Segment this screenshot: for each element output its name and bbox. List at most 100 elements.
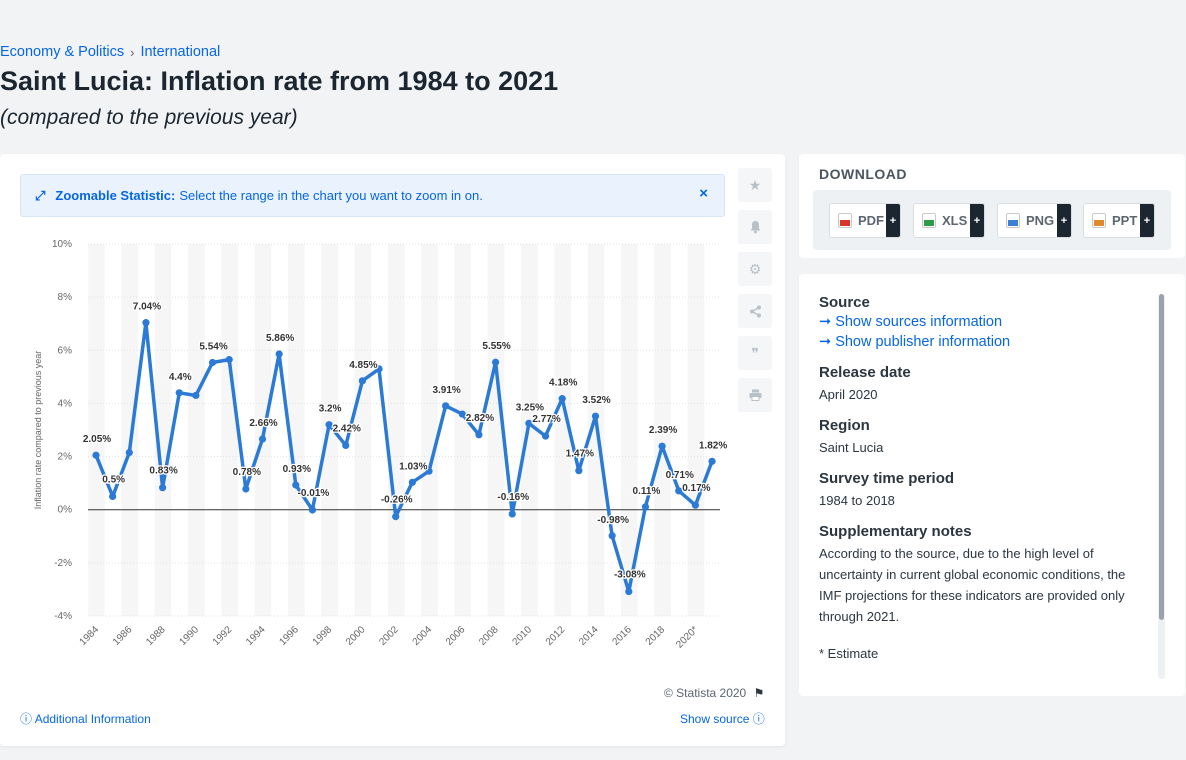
- source-heading: Source: [819, 294, 870, 311]
- data-point: [125, 448, 133, 457]
- data-label: 0.11%: [633, 486, 661, 497]
- zoom-banner: ⤢ Zoomable Statistic: Select the range i…: [20, 174, 725, 217]
- quote-icon[interactable]: ❞: [738, 336, 772, 370]
- breadcrumb-economy[interactable]: Economy & Politics: [0, 44, 125, 60]
- info-icon: ⓘ: [20, 712, 33, 726]
- data-label: 0.78%: [233, 467, 261, 478]
- grid-band: [487, 244, 505, 616]
- additional-information-link[interactable]: ⓘ Additional Information: [20, 710, 151, 727]
- close-icon[interactable]: ×: [699, 185, 708, 202]
- show-source-link[interactable]: Show source ⓘ: [680, 710, 765, 727]
- data-point: [708, 457, 716, 465]
- data-label: 1.03%: [399, 461, 427, 472]
- x-tick-label: 2010: [511, 624, 535, 648]
- supplementary-notes-value: According to the source, due to the high…: [819, 546, 1126, 624]
- grid-band: [354, 244, 372, 616]
- grid-band: [287, 244, 305, 616]
- x-tick-label: 2014: [577, 624, 601, 648]
- grid-band: [687, 244, 705, 616]
- x-tick-label: 2016: [610, 624, 634, 648]
- pdf-label: PDF: [858, 213, 884, 228]
- page-subtitle: (compared to the previous year): [0, 106, 298, 129]
- page-title: Saint Lucia: Inflation rate from 1984 to…: [0, 66, 559, 96]
- data-point: [508, 510, 516, 518]
- y-tick-label: 8%: [58, 292, 73, 303]
- grid-band: [554, 244, 572, 616]
- data-point: [208, 358, 217, 367]
- data-point: [159, 484, 167, 492]
- download-buttons: PDF + XLS + PNG + PPT +: [813, 190, 1171, 250]
- y-tick-label: 2%: [58, 452, 73, 463]
- plus-icon: +: [970, 204, 984, 237]
- survey-period-heading: Survey time period: [819, 470, 955, 487]
- data-point: [92, 451, 100, 459]
- data-label: -0.26%: [381, 495, 413, 506]
- plus-icon: +: [1140, 204, 1154, 237]
- scrollbar-thumb[interactable]: [1159, 294, 1164, 620]
- data-point: [558, 395, 566, 403]
- download-pdf-button[interactable]: PDF +: [829, 203, 901, 238]
- grid-band: [188, 244, 205, 616]
- grid-band: [221, 244, 239, 616]
- y-tick-label: 10%: [52, 239, 72, 250]
- show-sources-link[interactable]: ➞ Show sources information: [819, 314, 1149, 330]
- data-point: [525, 419, 533, 427]
- x-tick-label: 1998: [311, 624, 335, 648]
- breadcrumb-international[interactable]: International: [140, 44, 221, 60]
- share-icon[interactable]: [738, 294, 772, 328]
- expand-icon: ⤢: [35, 187, 46, 203]
- data-point: [641, 503, 650, 511]
- data-point: [392, 513, 400, 521]
- print-icon[interactable]: [738, 378, 772, 412]
- info-card: Source ➞ Show sources information ➞ Show…: [799, 274, 1185, 696]
- data-point: [425, 467, 433, 475]
- x-tick-label: 2008: [477, 624, 501, 648]
- data-point: [342, 441, 350, 450]
- xls-label: XLS: [942, 213, 968, 228]
- download-ppt-button[interactable]: PPT +: [1083, 203, 1155, 238]
- xls-file-icon: [922, 213, 936, 228]
- flag-icon[interactable]: ⚑: [753, 686, 765, 700]
- data-label: 1.47%: [566, 449, 594, 460]
- x-tick-label: 2002: [377, 624, 401, 648]
- data-label: -3.08%: [614, 570, 646, 581]
- data-label: 0.17%: [682, 483, 710, 494]
- grid-band: [387, 244, 405, 616]
- gear-icon[interactable]: ⚙: [738, 252, 772, 286]
- line-chart[interactable]: 10% 8% 6% 4% 2% 0% -2% -4% Inflation rate compar…: [0, 234, 740, 734]
- y-tick-label: -2%: [54, 558, 72, 569]
- survey-period-value: 1984 to 2018: [819, 493, 895, 508]
- chart-card: ⤢ Zoomable Statistic: Select the range i…: [0, 154, 785, 746]
- data-point: [442, 402, 450, 410]
- x-tick-label: 1984: [78, 624, 102, 648]
- data-point: [325, 421, 333, 429]
- info-content: Source ➞ Show sources information ➞ Show…: [819, 294, 1149, 676]
- data-label: 4.85%: [349, 360, 377, 371]
- grid-band: [154, 244, 172, 616]
- ppt-label: PPT: [1112, 213, 1138, 228]
- copyright-text: © Statista 2020: [664, 686, 747, 700]
- show-publisher-link[interactable]: ➞ Show publisher information: [819, 334, 1149, 350]
- data-label: 3.25%: [516, 402, 544, 413]
- download-xls-button[interactable]: XLS +: [913, 203, 985, 238]
- grid-band: [121, 244, 139, 616]
- bell-icon[interactable]: [738, 210, 772, 244]
- grid-band: [454, 244, 472, 616]
- download-png-button[interactable]: PNG +: [997, 203, 1072, 238]
- data-label: 3.52%: [582, 395, 610, 406]
- data-point: [225, 355, 233, 364]
- data-point: [458, 410, 466, 418]
- y-tick-label: 0%: [58, 505, 73, 516]
- release-date-heading: Release date: [819, 364, 911, 381]
- show-sources-label: Show sources information: [835, 314, 1003, 330]
- x-tick-label: 1994: [244, 624, 268, 648]
- copyright: © Statista 2020 ⚑: [664, 686, 764, 700]
- star-icon[interactable]: ★: [738, 168, 772, 202]
- x-tick-label: 1992: [211, 624, 235, 648]
- data-point: [109, 492, 117, 501]
- series-line: [94, 320, 714, 594]
- supplementary-notes-heading: Supplementary notes: [819, 523, 972, 540]
- data-point: [541, 432, 550, 440]
- y-axis-label: Inflation rate compared to previous year: [33, 351, 43, 510]
- grid-band: [620, 244, 638, 616]
